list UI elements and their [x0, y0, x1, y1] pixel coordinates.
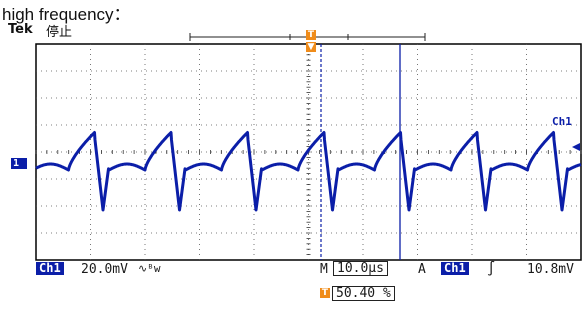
- trigger-position-marker[interactable]: T: [306, 30, 316, 40]
- ch1-scale-readout: 20.0mV: [81, 262, 128, 277]
- graticule: [35, 43, 582, 260]
- trigger-channel-badge: Ch1: [441, 262, 469, 275]
- coupling-icon: ∿ᴮw: [138, 262, 161, 275]
- trigger-position-icon: T: [320, 288, 330, 298]
- trigger-slope-icon: ∫: [487, 261, 496, 277]
- ch1-trigger-label: Ch1: [552, 115, 572, 128]
- timebase-readout: 10.0µs: [333, 261, 388, 276]
- trigger-level-readout: 10.8mV: [527, 262, 574, 277]
- timebase-m-label: M: [320, 262, 328, 277]
- brand-logo: Tek: [8, 22, 33, 37]
- ch1-scale-badge: Ch1: [36, 262, 64, 275]
- acquisition-status: 停止: [46, 25, 73, 40]
- trigger-position-readout: 50.40 %: [332, 286, 395, 301]
- page-caption: high frequency：: [2, 5, 131, 24]
- trigger-a-label: A: [418, 262, 426, 277]
- ch1-level-arrow: [572, 143, 580, 151]
- ch1-ground-marker[interactable]: 1: [11, 158, 27, 169]
- trigger-position-marker-arrow: ▼: [306, 42, 316, 52]
- ch1-waveform: [35, 131, 582, 212]
